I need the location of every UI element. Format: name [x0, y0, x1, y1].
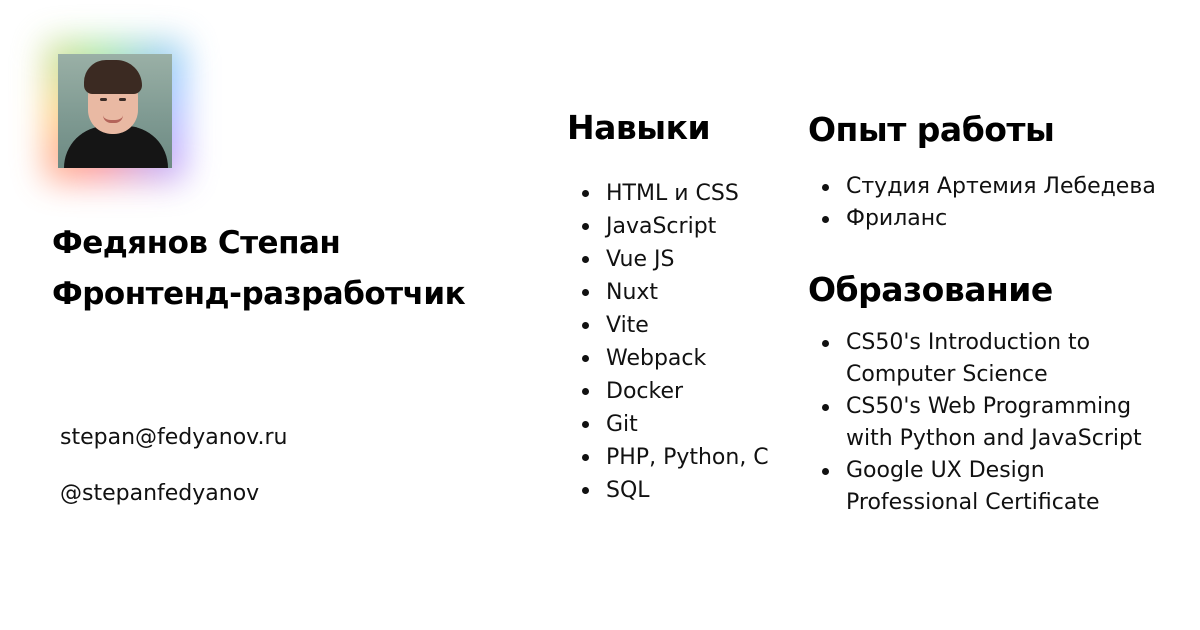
social-handle-link[interactable]: @stepanfedyanov: [60, 481, 260, 506]
skill-item: JavaScript: [578, 210, 769, 243]
skill-item: Nuxt: [578, 276, 769, 309]
experience-item: Фриланс: [818, 203, 1156, 235]
skills-list: HTML и CSS JavaScript Vue JS Nuxt Vite W…: [578, 177, 769, 507]
skill-item: Vue JS: [578, 243, 769, 276]
education-item: Google UX Design Professional Certificat…: [818, 455, 1178, 519]
education-heading: Образование: [808, 270, 1053, 309]
skill-item: HTML и CSS: [578, 177, 769, 210]
experience-item: Студия Артемия Лебедева: [818, 171, 1156, 203]
skill-item: Vite: [578, 309, 769, 342]
avatar-eye-left: [100, 98, 107, 101]
skill-item: SQL: [578, 474, 769, 507]
skill-item: Webpack: [578, 342, 769, 375]
contacts: stepan@fedyanov.ru @stepanfedyanov: [60, 422, 287, 534]
avatar-eye-right: [119, 98, 126, 101]
skills-heading: Навыки: [567, 108, 711, 147]
avatar-hair: [84, 60, 142, 94]
education-list: CS50's Introduction to Computer Science …: [818, 327, 1178, 519]
name-block: Федянов Степан Фронтенд-разработчик: [52, 218, 466, 320]
experience-heading: Опыт работы: [808, 110, 1055, 149]
education-item: CS50's Web Programming with Python and J…: [818, 391, 1178, 455]
experience-list: Студия Артемия Лебедева Фриланс: [818, 171, 1156, 235]
avatar-smile: [103, 115, 123, 123]
education-item: CS50's Introduction to Computer Science: [818, 327, 1178, 391]
email-link[interactable]: stepan@fedyanov.ru: [60, 425, 288, 450]
job-title: Фронтенд-разработчик: [52, 276, 466, 312]
skill-item: Git: [578, 408, 769, 441]
skill-item: PHP, Python, C: [578, 441, 769, 474]
full-name: Федянов Степан: [52, 225, 341, 261]
avatar: [44, 40, 186, 182]
skill-item: Docker: [578, 375, 769, 408]
avatar-photo: [58, 54, 172, 168]
